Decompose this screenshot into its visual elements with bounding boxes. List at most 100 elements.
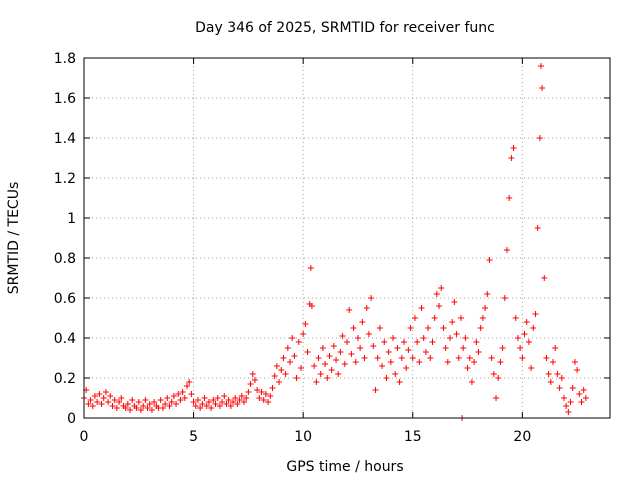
data-point <box>162 401 169 407</box>
data-point <box>563 403 570 409</box>
data-point <box>346 307 353 313</box>
data-point <box>438 285 445 291</box>
data-point <box>387 359 394 365</box>
data-point <box>116 399 123 405</box>
data-point <box>315 355 322 361</box>
data-point <box>135 399 142 405</box>
data-point <box>449 319 456 325</box>
data-point <box>107 393 114 399</box>
data-point <box>341 361 348 367</box>
data-point <box>175 391 182 397</box>
data-point <box>205 399 212 405</box>
data-point <box>297 365 304 371</box>
data-point <box>370 343 377 349</box>
data-point <box>348 351 355 357</box>
data-point <box>376 325 383 331</box>
data-point <box>221 393 228 399</box>
data-point <box>411 315 418 321</box>
data-point <box>488 355 495 361</box>
data-point <box>269 385 276 391</box>
data-point <box>517 345 524 351</box>
data-point <box>109 403 116 409</box>
data-point <box>186 379 193 385</box>
data-point <box>140 403 147 409</box>
data-point <box>199 401 206 407</box>
data-point <box>216 403 223 409</box>
data-point <box>565 409 572 415</box>
data-point <box>578 399 585 405</box>
data-point <box>503 247 510 253</box>
data-point <box>447 335 454 341</box>
data-point <box>512 315 519 321</box>
data-point <box>451 299 458 305</box>
data-point <box>400 339 407 345</box>
data-point <box>256 395 263 401</box>
data-point <box>190 399 197 405</box>
data-point <box>322 361 329 367</box>
data-point <box>271 373 278 379</box>
series-srmtid <box>81 63 589 421</box>
data-point <box>385 349 392 355</box>
data-point <box>569 385 576 391</box>
data-point <box>537 63 544 69</box>
data-point <box>368 295 375 301</box>
data-point <box>289 335 296 341</box>
data-point <box>225 397 232 403</box>
data-point <box>168 399 175 405</box>
data-point <box>543 355 550 361</box>
data-point <box>501 295 508 301</box>
data-point <box>148 407 155 413</box>
data-point <box>499 345 506 351</box>
data-point <box>227 403 234 409</box>
data-point <box>96 391 103 397</box>
data-point <box>300 331 307 337</box>
data-point <box>91 393 98 399</box>
data-point <box>497 359 504 365</box>
x-tick-label: 5 <box>189 429 198 445</box>
data-point <box>177 397 184 403</box>
data-point <box>181 395 188 401</box>
data-point <box>230 399 237 405</box>
data-point <box>219 399 226 405</box>
data-point <box>466 355 473 361</box>
data-point <box>525 339 532 345</box>
data-point <box>560 395 567 401</box>
x-tick-label: 20 <box>513 429 531 445</box>
data-point <box>486 257 493 263</box>
data-point <box>407 325 414 331</box>
data-point <box>102 389 109 395</box>
data-point <box>302 321 309 327</box>
data-point <box>245 389 252 395</box>
data-point <box>278 367 285 373</box>
data-point <box>398 355 405 361</box>
data-point <box>436 303 443 309</box>
data-point <box>284 345 291 351</box>
data-point <box>166 403 173 409</box>
y-tick-label: 0.8 <box>54 251 76 267</box>
data-point <box>442 345 449 351</box>
y-tick-label: 1 <box>67 211 76 227</box>
data-point <box>396 379 403 385</box>
data-point <box>482 305 489 311</box>
data-point <box>201 395 208 401</box>
data-point <box>247 381 254 387</box>
data-point <box>528 365 535 371</box>
data-point <box>359 319 366 325</box>
data-point <box>87 397 94 403</box>
data-point <box>188 391 195 397</box>
data-point <box>574 367 581 373</box>
data-point <box>236 397 243 403</box>
data-point <box>243 395 250 401</box>
data-point <box>431 315 438 321</box>
data-point <box>547 379 554 385</box>
data-point <box>192 403 199 409</box>
data-point <box>280 355 287 361</box>
data-point <box>554 371 561 377</box>
data-point <box>129 397 136 403</box>
data-point <box>534 225 541 231</box>
data-point <box>287 359 294 365</box>
data-point <box>344 339 350 345</box>
data-point <box>567 399 574 405</box>
data-point <box>238 393 245 399</box>
